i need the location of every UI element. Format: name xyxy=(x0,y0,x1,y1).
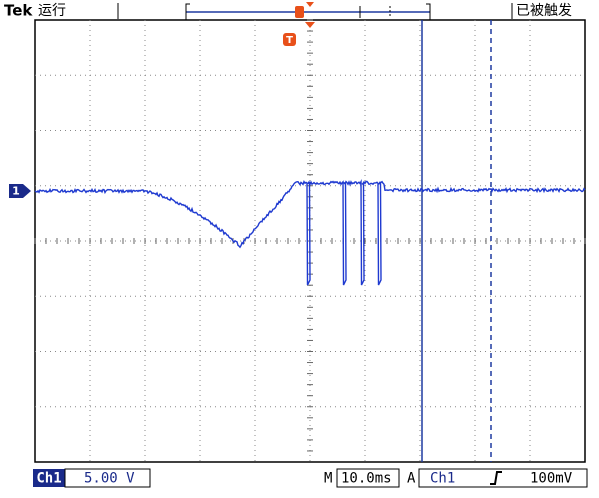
trigger-box xyxy=(418,468,588,488)
timebase: 10.0ms xyxy=(341,471,392,487)
channel: Ch1 xyxy=(36,471,61,487)
trigger-position xyxy=(305,22,315,28)
trigger-marker-label: T xyxy=(286,35,293,46)
trigger-slope xyxy=(490,471,502,485)
channel-marker-arrow xyxy=(23,184,31,198)
trigger-label: A xyxy=(407,471,416,487)
channel-marker xyxy=(9,184,23,198)
trigger-status: 已被触发 xyxy=(516,3,572,19)
brand: Tek xyxy=(4,2,33,20)
trigger-source: Ch1 xyxy=(430,471,455,487)
waveform xyxy=(34,179,586,286)
record-bar xyxy=(185,2,431,21)
trigger-marker xyxy=(283,33,296,46)
run-status: 运行 xyxy=(38,3,66,19)
volts-per-div: 5.00 V xyxy=(84,471,135,487)
trigger-level: 100mV xyxy=(530,471,573,487)
channel-marker-label: 1 xyxy=(12,185,20,198)
time-label: M xyxy=(324,471,332,487)
timebase-box xyxy=(336,468,400,488)
scale-box xyxy=(64,468,151,488)
channel-badge xyxy=(33,469,65,487)
